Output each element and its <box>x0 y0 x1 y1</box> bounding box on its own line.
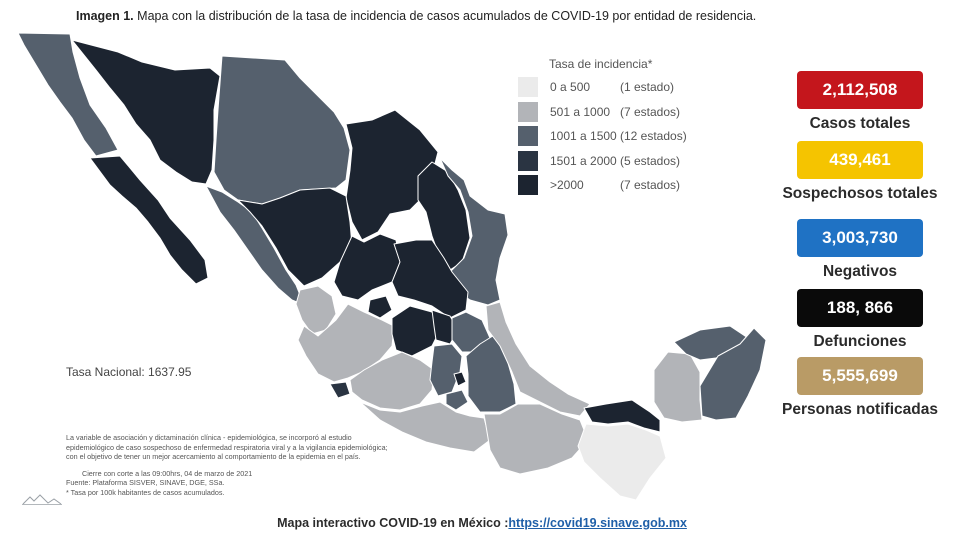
state-morelos <box>445 389 469 411</box>
state-sonora <box>71 39 221 185</box>
note-line-1: La variable de asociación y dictaminació… <box>66 433 352 442</box>
note-line-2: epidemiológico de caso sospechoso de enf… <box>66 442 388 452</box>
legend-count: (5 estados) <box>620 153 681 168</box>
stat-card: 2,112,508 Casos totales <box>770 71 950 133</box>
stat-value: 5,555,699 <box>797 357 923 395</box>
stat-value: 2,112,508 <box>797 71 923 109</box>
stat-card: 3,003,730 Negativos <box>770 219 950 281</box>
state-campeche <box>653 351 703 423</box>
legend-row: >2000 (7 estados) <box>518 173 687 198</box>
stat-label: Sospechosos totales <box>782 185 938 202</box>
stat-label: Personas notificadas <box>782 401 938 418</box>
caption-text: Mapa con la distribución de la tasa de i… <box>137 9 757 23</box>
state-zacatecas <box>333 233 401 301</box>
footer: Mapa interactivo COVID-19 en México :htt… <box>0 516 964 530</box>
footnotes: La variable de asociación y dictaminació… <box>66 433 426 497</box>
legend-row: 1501 a 2000 (5 estados) <box>518 149 687 174</box>
legend-count: (7 estados) <box>620 178 681 193</box>
state-tamaulipas <box>439 157 509 306</box>
state-mexico <box>429 343 463 397</box>
stat-card: 5,555,699 Personas notificadas <box>770 357 950 419</box>
footer-link[interactable]: https://covid19.sinave.gob.mx <box>508 516 687 530</box>
state-michoacan <box>349 351 435 411</box>
state-aguascalientes <box>367 295 393 319</box>
state-guanajuato <box>391 305 441 357</box>
legend-range: 1501 a 2000 <box>550 153 617 168</box>
stat-card: 439,461 Sospechosos totales <box>770 141 950 203</box>
note-cutoff: Cierre con corte a las 09:00hrs, 04 de m… <box>82 468 253 478</box>
caption-label: Imagen 1. <box>76 9 134 23</box>
stat-label: Negativos <box>822 263 898 280</box>
mountain-logo-icon <box>22 494 62 505</box>
note-rate: * Tasa por 100k habitantes de casos acum… <box>66 487 225 497</box>
legend-swatch <box>518 77 538 98</box>
state-chiapas <box>577 423 667 501</box>
mexico-incidence-map <box>17 32 767 501</box>
state-tabasco <box>583 399 661 433</box>
legend-swatch <box>518 150 538 171</box>
legend-row: 1001 a 1500 (12 estados) <box>518 124 687 149</box>
legend-range: 501 a 1000 <box>550 104 611 119</box>
state-chihuahua <box>213 55 351 205</box>
state-cdmx <box>453 371 467 387</box>
state-san-luis-potosi <box>391 239 469 319</box>
national-rate: Tasa Nacional: 1637.95 <box>66 365 192 379</box>
stat-value: 439,461 <box>797 141 923 179</box>
figure-caption: Imagen 1. Mapa con la distribución de la… <box>76 9 756 23</box>
legend-title: Tasa de incidencia* <box>549 57 653 71</box>
legend-range: 0 a 500 <box>550 80 591 95</box>
stat-value: 3,003,730 <box>797 219 923 257</box>
note-source: Fuente: Plataforma SISVER, SINAVE, DGE, … <box>66 478 225 487</box>
legend-count: (1 estado) <box>620 80 675 95</box>
legend-swatch <box>518 175 538 196</box>
stat-label: Casos totales <box>809 115 911 132</box>
stat-label: Defunciones <box>813 333 907 350</box>
stat-card: 188, 866 Defunciones <box>770 289 950 351</box>
legend-swatch <box>518 101 538 122</box>
map-legend: Tasa de incidencia* 0 a 500 (1 estado) 501… <box>518 57 687 198</box>
state-colima <box>329 381 351 399</box>
legend-range: >2000 <box>550 178 584 193</box>
state-guerrero <box>359 401 491 453</box>
state-jalisco <box>297 303 395 383</box>
state-coahuila <box>345 109 439 241</box>
legend-row: 0 a 500 (1 estado) <box>518 75 687 100</box>
stat-value: 188, 866 <box>797 289 923 327</box>
legend-row: 501 a 1000 (7 estados) <box>518 100 687 125</box>
legend-range: 1001 a 1500 <box>550 129 617 144</box>
footer-text: Mapa interactivo COVID-19 en México : <box>277 516 509 530</box>
legend-count: (12 estados) <box>620 129 687 144</box>
state-baja-california-sur <box>89 155 209 285</box>
legend-swatch <box>518 126 538 147</box>
note-line-3: con el objetivo de tener un mejor acerca… <box>66 452 361 461</box>
state-baja-california <box>17 32 119 157</box>
legend-count: (7 estados) <box>620 104 681 119</box>
state-quintana-roo <box>699 327 767 421</box>
